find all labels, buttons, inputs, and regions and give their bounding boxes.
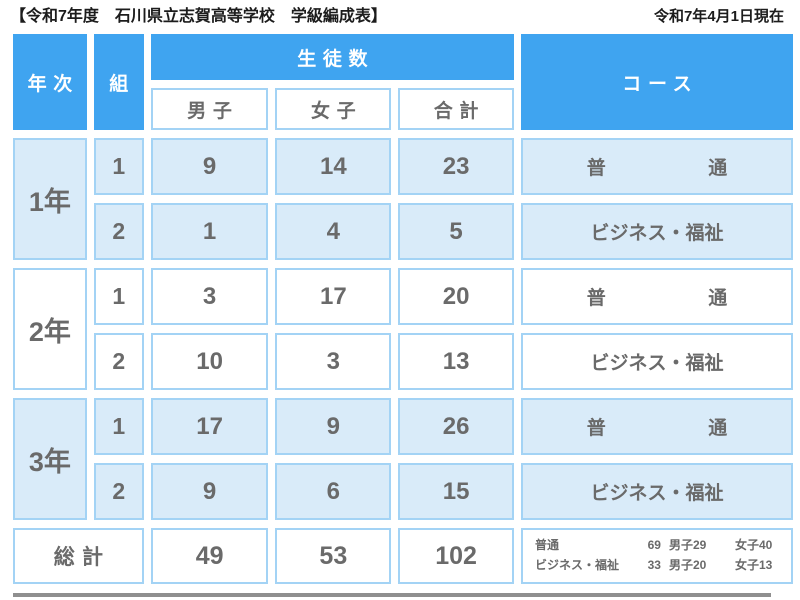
course-female-count: 女子40 [734,538,773,553]
total-count-cell: 13 [398,333,514,390]
grand-total-label: 総計 [13,528,144,584]
table-header-row: 年次 組 生徒数 コース [13,34,793,130]
grand-total-male: 49 [150,528,269,584]
table-row-grade3-class1: 3年 1 17 9 26 普通 [13,398,793,520]
header-course: コース [520,34,793,130]
course-cell: 普通 [520,398,793,455]
course-total-row-business-welfare: ビジネス・福祉 33 男子20 女子13 [535,556,787,576]
course-cell: 普通 [520,138,793,195]
course-cell: 普通 [520,268,793,325]
total-count-cell: 20 [398,268,514,325]
table-row-grade1-class1: 1年 1 9 14 23 普通 [13,138,793,260]
grand-total-total: 102 [398,528,514,584]
total-count-cell: 15 [398,463,514,520]
header-grade: 年次 [13,34,87,130]
female-count-cell: 6 [275,463,392,520]
header-class: 組 [93,34,144,130]
course-totals-cell: 普通 69 男子29 女子40 ビジネス・福祉 33 男子20 女子13 [520,528,793,584]
grade-cell: 2年 [13,268,87,390]
male-count-cell: 1 [150,203,269,260]
course-name: ビジネス・福祉 [534,558,619,572]
class-cell: 1 [93,398,144,455]
male-count-cell: 17 [150,398,269,455]
header-male: 男子 [150,88,269,130]
total-count-cell: 23 [398,138,514,195]
class-composition-table: 年次 組 生徒数 コース 男子 女子 合計 1年 1 9 14 23 普通 2 … [6,26,800,592]
grade-cell: 1年 [13,138,87,260]
class-cell: 2 [93,463,144,520]
course-male-count: 男子29 [668,538,707,553]
female-count-cell: 17 [275,268,392,325]
class-cell: 1 [93,138,144,195]
female-count-cell: 4 [275,203,392,260]
table-row-grade1-class2: 2 1 4 5 ビジネス・福祉 [13,203,793,260]
course-male-count: 男子20 [668,558,707,572]
female-count-cell: 3 [275,333,392,390]
class-cell: 2 [93,333,144,390]
table-subheader-row: 男子 女子 合計 [13,88,793,130]
course-total-row-general: 普通 69 男子29 女子40 [535,536,787,556]
header-students: 生徒数 [150,34,514,80]
course-count: 69 [647,538,661,553]
table-row-grade3-class2: 2 9 6 15 ビジネス・福祉 [13,463,793,520]
male-count-cell: 9 [150,138,269,195]
grade-cell: 3年 [13,398,87,520]
male-count-cell: 3 [150,268,269,325]
header-total: 合計 [398,88,514,130]
course-count: 33 [647,558,661,572]
page-title: 【令和7年度 石川県立志賀高等学校 学級編成表】 [10,8,387,25]
bottom-section-divider [13,593,771,597]
female-count-cell: 14 [275,138,392,195]
class-cell: 1 [93,268,144,325]
total-count-cell: 26 [398,398,514,455]
table-row-grade2-class2: 2 10 3 13 ビジネス・福祉 [13,333,793,390]
title-bar: 【令和7年度 石川県立志賀高等学校 学級編成表】 令和7年4月1日現在 [0,0,800,26]
male-count-cell: 9 [150,463,269,520]
course-cell: ビジネス・福祉 [520,203,793,260]
course-female-count: 女子13 [734,558,773,572]
class-cell: 2 [93,203,144,260]
total-count-cell: 5 [398,203,514,260]
header-female: 女子 [275,88,392,130]
male-count-cell: 10 [150,333,269,390]
course-cell: ビジネス・福祉 [520,463,793,520]
grand-total-female: 53 [275,528,392,584]
date-note: 令和7年4月1日現在 [653,8,784,25]
course-name: 普通 [534,538,559,553]
table-row-grade2-class1: 2年 1 3 17 20 普通 [13,268,793,390]
course-cell: ビジネス・福祉 [520,333,793,390]
female-count-cell: 9 [275,398,392,455]
grand-total-row: 総計 49 53 102 普通 69 男子29 女子40 ビジネス・福祉 33 … [13,528,793,584]
